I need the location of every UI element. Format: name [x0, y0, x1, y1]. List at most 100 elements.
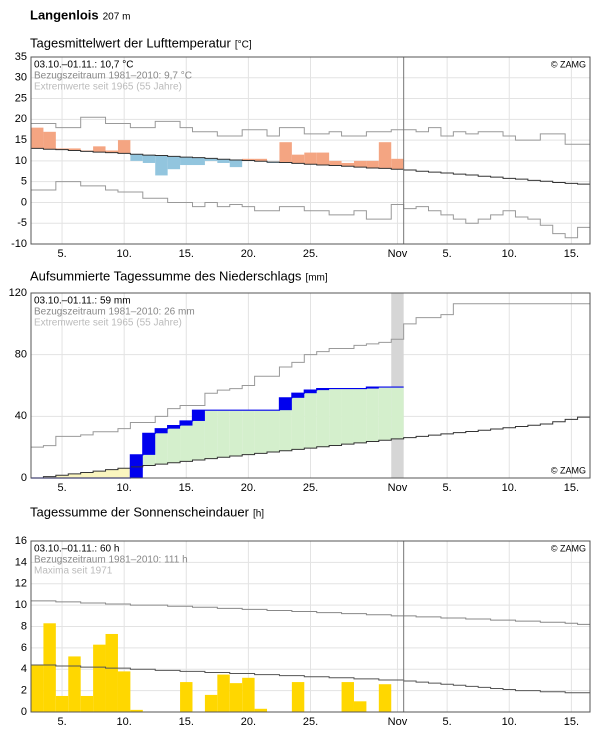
annotation: Bezugszeitraum 1981–2010: 9,7 °C: [34, 71, 192, 82]
x-tick-label: 5.: [443, 716, 452, 728]
y-tick-label: 35: [15, 51, 27, 63]
anomaly-bar: [217, 159, 230, 163]
bar: [55, 695, 69, 712]
deviation-area: [341, 388, 354, 445]
bar: [378, 684, 392, 712]
x-tick-label: 25.: [303, 482, 318, 494]
bar: [291, 682, 305, 712]
deviation-area: [366, 387, 379, 442]
x-tick-label: 15.: [179, 716, 194, 728]
bar: [341, 682, 354, 712]
daily-increment: [167, 425, 181, 429]
deviation-area: [391, 387, 404, 439]
bar: [117, 671, 131, 712]
daily-increment: [192, 410, 205, 421]
annotation: Maxima seit 1971: [34, 566, 113, 577]
bar: [130, 709, 143, 712]
annotation: Extremwerte seit 1965 (55 Jahre): [34, 82, 182, 93]
daily-increment: [316, 388, 330, 391]
anomaly-bar: [229, 160, 243, 168]
deviation-area: [117, 468, 131, 478]
y-tick-label: 120: [9, 287, 27, 299]
x-tick-label: 10.: [117, 482, 132, 494]
copyright: © ZAMG: [551, 465, 586, 475]
anomaly-bar: [279, 142, 292, 163]
x-tick-label: Nov: [388, 716, 408, 728]
y-tick-label: 4: [21, 663, 27, 675]
anomaly-bar: [242, 158, 255, 161]
anomaly-bar: [155, 155, 168, 176]
anomaly-bar: [204, 158, 218, 161]
x-tick-label: 10.: [502, 248, 517, 260]
extreme-max-line: [31, 303, 590, 448]
x-tick-label: 20.: [241, 482, 256, 494]
y-tick-label: 0: [21, 472, 27, 484]
deviation-area: [267, 410, 280, 452]
bar: [31, 664, 44, 712]
daily-increment: [279, 397, 292, 411]
anomaly-bar: [192, 157, 205, 166]
y-tick-label: 14: [15, 556, 27, 568]
y-tick-label: 30: [15, 72, 27, 84]
deviation-area: [192, 410, 205, 460]
chart-title: Aufsummierte Tagessumme des Niederschlag…: [30, 268, 302, 283]
anomaly-bar: [68, 148, 81, 151]
deviation-area: [254, 410, 268, 454]
copyright: © ZAMG: [551, 543, 586, 553]
y-tick-label: 80: [15, 349, 27, 361]
bar: [353, 701, 367, 712]
y-tick-label: 12: [15, 578, 27, 590]
deviation-area: [43, 476, 56, 478]
plot-frame: [30, 56, 591, 245]
deviation-area: [55, 475, 69, 478]
x-tick-label: 10.: [117, 716, 132, 728]
daily-increment: [180, 420, 193, 426]
y-tick-label: 15: [15, 134, 27, 146]
bar: [180, 682, 193, 712]
anomaly-bar: [366, 160, 379, 168]
anomaly-bar: [391, 158, 404, 170]
climate-mean-line: [31, 664, 590, 694]
y-tick-label: 25: [15, 92, 27, 104]
anomaly-bar: [254, 158, 268, 162]
deviation-area: [291, 393, 305, 450]
deviation-area: [353, 388, 367, 443]
deviation-area: [242, 410, 255, 455]
y-tick-label: 20: [15, 113, 27, 125]
climate-mean-line: [31, 416, 590, 479]
x-tick-label: 5.: [443, 482, 452, 494]
x-tick-label: 10.: [117, 248, 132, 260]
anomaly-bar: [55, 148, 69, 150]
chart-unit: [°C]: [235, 40, 252, 51]
x-tick-label: 10.: [502, 716, 517, 728]
annotation: 03.10.–01.11.: 60 h: [34, 544, 119, 555]
deviation-area: [378, 387, 392, 441]
anomaly-bar: [93, 146, 106, 153]
annotation: Extremwerte seit 1965 (55 Jahre): [34, 318, 182, 329]
deviation-area: [80, 472, 94, 478]
deviation-area: [155, 428, 168, 465]
climate-mean-line: [31, 147, 590, 185]
x-tick-label: 20.: [241, 248, 256, 260]
daily-increment: [304, 390, 317, 394]
y-tick-label: 10: [15, 155, 27, 167]
y-tick-label: -5: [17, 217, 27, 229]
anomaly-bar: [142, 155, 156, 163]
x-tick-label: 15.: [179, 248, 194, 260]
anomaly-bar: [291, 154, 305, 164]
y-tick-label: -10: [11, 238, 27, 250]
anomaly-bar: [31, 127, 44, 149]
deviation-area: [167, 425, 181, 463]
anomaly-bar: [43, 131, 56, 150]
x-tick-label: 15.: [564, 482, 579, 494]
x-tick-label: 15.: [564, 716, 579, 728]
chart-unit: [mm]: [305, 273, 327, 284]
bar: [242, 677, 255, 712]
deviation-area: [180, 420, 193, 462]
x-tick-label: 5.: [57, 248, 66, 260]
daily-increment: [291, 393, 305, 398]
anomaly-bar: [341, 162, 354, 167]
x-tick-label: 25.: [303, 716, 318, 728]
x-tick-label: 5.: [57, 716, 66, 728]
anomaly-bar: [304, 152, 317, 165]
